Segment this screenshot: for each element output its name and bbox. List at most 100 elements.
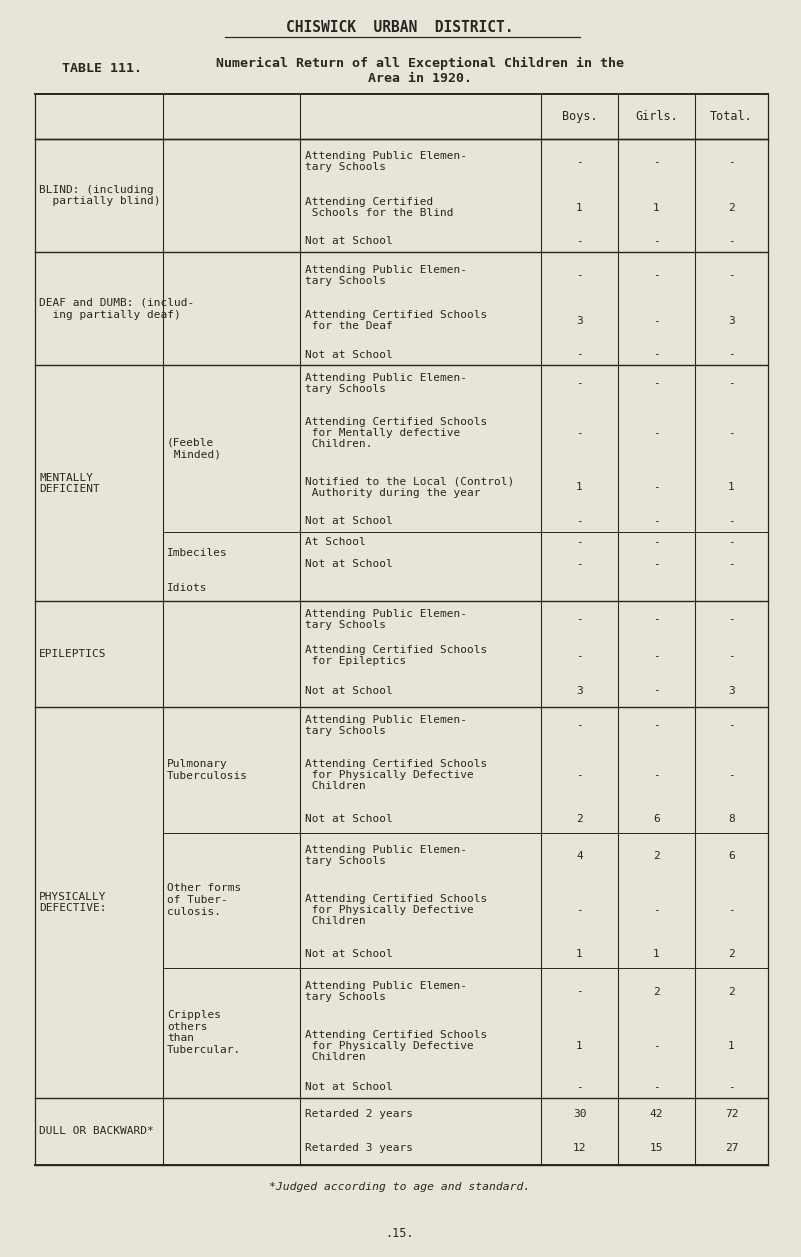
Text: -: -	[576, 1082, 583, 1092]
Text: -: -	[576, 236, 583, 246]
Text: 1: 1	[576, 1041, 583, 1051]
Text: -: -	[653, 481, 660, 491]
Text: for Mentally defective: for Mentally defective	[305, 427, 461, 437]
Text: 2: 2	[653, 851, 660, 861]
Text: Total.: Total.	[710, 111, 753, 123]
Text: 3: 3	[576, 316, 583, 326]
Text: Not at School: Not at School	[305, 515, 392, 525]
Text: Attending Certified Schools: Attending Certified Schools	[305, 759, 487, 769]
Text: Attending Public Elemen-: Attending Public Elemen-	[305, 608, 467, 618]
Text: Schools for the Blind: Schools for the Blind	[305, 209, 453, 219]
Text: -: -	[576, 987, 583, 997]
Text: 8: 8	[728, 815, 735, 825]
Text: Retarded 2 years: Retarded 2 years	[305, 1110, 413, 1120]
Text: Attending Public Elemen-: Attending Public Elemen-	[305, 151, 467, 161]
Text: Not at School: Not at School	[305, 815, 392, 825]
Text: Attending Certified Schools: Attending Certified Schools	[305, 645, 487, 655]
Text: -: -	[653, 905, 660, 915]
Text: -: -	[576, 427, 583, 437]
Text: 3: 3	[728, 316, 735, 326]
Text: -: -	[653, 559, 660, 569]
Text: -: -	[576, 769, 583, 779]
Text: Attending Certified Schools: Attending Certified Schools	[305, 310, 487, 321]
Text: 27: 27	[725, 1143, 739, 1153]
Text: 1: 1	[576, 949, 583, 959]
Text: (Feeble: (Feeble	[167, 437, 214, 447]
Text: 1: 1	[576, 481, 583, 491]
Text: Cripples: Cripples	[167, 1011, 221, 1021]
Text: -: -	[728, 427, 735, 437]
Text: 1: 1	[576, 202, 583, 212]
Text: -: -	[728, 720, 735, 730]
Text: -: -	[576, 615, 583, 625]
Text: -: -	[728, 236, 735, 246]
Text: -: -	[653, 427, 660, 437]
Text: -: -	[728, 769, 735, 779]
Text: -: -	[653, 349, 660, 360]
Text: -: -	[576, 651, 583, 661]
Text: Attending Certified: Attending Certified	[305, 197, 433, 207]
Text: Tuberculosis: Tuberculosis	[167, 771, 248, 781]
Text: DULL OR BACKWARD*: DULL OR BACKWARD*	[39, 1126, 154, 1136]
Text: Attending Certified Schools: Attending Certified Schools	[305, 417, 487, 427]
Text: -: -	[576, 349, 583, 360]
Text: Not at School: Not at School	[305, 236, 392, 246]
Text: 6: 6	[653, 815, 660, 825]
Text: -: -	[728, 270, 735, 280]
Text: EPILEPTICS: EPILEPTICS	[39, 650, 107, 660]
Text: -: -	[653, 720, 660, 730]
Text: BLIND: (including: BLIND: (including	[39, 185, 154, 195]
Text: of Tuber-: of Tuber-	[167, 895, 227, 905]
Text: Attending Public Elemen-: Attending Public Elemen-	[305, 373, 467, 383]
Text: -: -	[728, 559, 735, 569]
Text: DEAF and DUMB: (includ-: DEAF and DUMB: (includ-	[39, 298, 195, 308]
Text: Numerical Return of all Exceptional Children in the
Area in 1920.: Numerical Return of all Exceptional Chil…	[216, 57, 624, 85]
Text: -: -	[653, 157, 660, 167]
Text: At School: At School	[305, 538, 366, 547]
Text: Children.: Children.	[305, 439, 372, 449]
Text: Notified to the Local (Control): Notified to the Local (Control)	[305, 476, 514, 486]
Text: 30: 30	[573, 1110, 586, 1120]
Text: -: -	[576, 157, 583, 167]
Text: 2: 2	[576, 815, 583, 825]
Text: Boys.: Boys.	[562, 111, 598, 123]
Text: 6: 6	[728, 851, 735, 861]
Text: Retarded 3 years: Retarded 3 years	[305, 1143, 413, 1153]
Text: Authority during the year: Authority during the year	[305, 488, 481, 498]
Text: -: -	[576, 905, 583, 915]
Text: Attending Certified Schools: Attending Certified Schools	[305, 1029, 487, 1040]
Text: tary Schools: tary Schools	[305, 992, 386, 1002]
Text: tary Schools: tary Schools	[305, 275, 386, 285]
Text: than: than	[167, 1033, 194, 1043]
Text: 1: 1	[653, 949, 660, 959]
Text: -: -	[576, 378, 583, 388]
Text: 4: 4	[576, 851, 583, 861]
Text: partially blind): partially blind)	[39, 196, 160, 206]
Text: -: -	[576, 270, 583, 280]
Text: Imbeciles: Imbeciles	[167, 548, 227, 558]
Text: TABLE 111.: TABLE 111.	[62, 62, 142, 75]
Text: tary Schools: tary Schools	[305, 383, 386, 393]
Text: -: -	[728, 651, 735, 661]
Text: tary Schools: tary Schools	[305, 162, 386, 172]
Text: -: -	[728, 905, 735, 915]
Text: Minded): Minded)	[167, 449, 221, 459]
Text: for Epileptics: for Epileptics	[305, 656, 406, 666]
Text: Attending Public Elemen-: Attending Public Elemen-	[305, 264, 467, 274]
Text: 3: 3	[576, 685, 583, 695]
Text: -: -	[653, 515, 660, 525]
Text: tary Schools: tary Schools	[305, 856, 386, 866]
Text: for Physically Defective: for Physically Defective	[305, 905, 473, 915]
Text: 12: 12	[573, 1143, 586, 1153]
Text: Not at School: Not at School	[305, 949, 392, 959]
Text: Children: Children	[305, 781, 366, 791]
Text: 2: 2	[728, 949, 735, 959]
Text: -: -	[653, 538, 660, 547]
Text: 1: 1	[653, 202, 660, 212]
Text: Attending Public Elemen-: Attending Public Elemen-	[305, 980, 467, 991]
Text: *Judged according to age and standard.: *Judged according to age and standard.	[269, 1182, 530, 1192]
Text: -: -	[653, 378, 660, 388]
Text: Attending Public Elemen-: Attending Public Elemen-	[305, 845, 467, 855]
Text: for the Deaf: for the Deaf	[305, 322, 392, 332]
Text: Not at School: Not at School	[305, 559, 392, 569]
